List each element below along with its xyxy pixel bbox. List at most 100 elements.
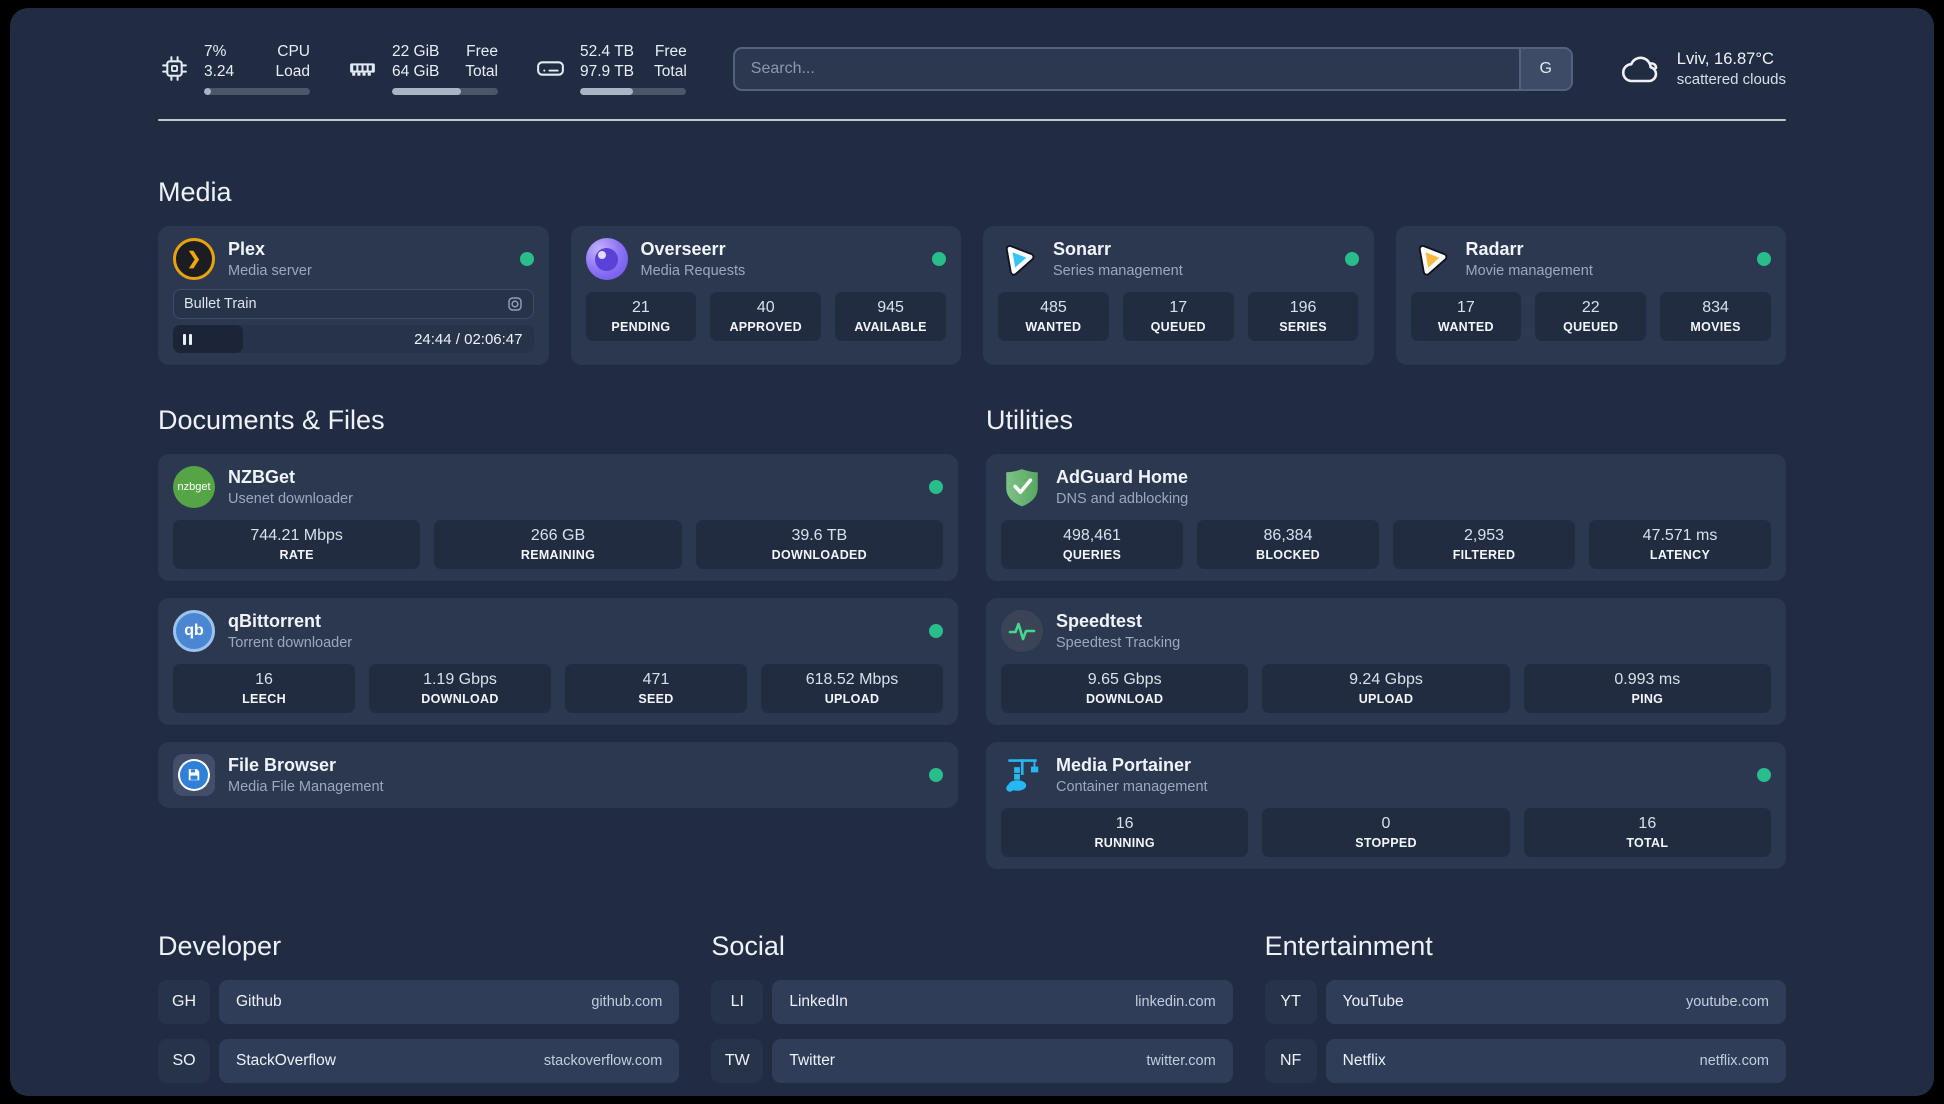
pause-icon[interactable] (183, 333, 192, 345)
section-title-documents: Documents & Files (158, 405, 385, 436)
stat-box: 618.52 Mbps UPLOAD (761, 664, 943, 714)
app-subtitle: Speedtest Tracking (1056, 635, 1181, 652)
bookmark-tag: LI (711, 980, 764, 1025)
section-utilities: Utilities AdGuard Home (986, 405, 1786, 870)
app-card-qbittorrent[interactable]: qb qBittorrent Torrent downloader 16 LEEC… (158, 598, 958, 726)
search-box: G (732, 46, 1573, 91)
stat-box: 834 MOVIES (1660, 292, 1771, 342)
app-name: Plex (228, 239, 266, 260)
section-entertainment: Entertainment YT YouTube youtube.com NF N… (1264, 931, 1786, 1096)
cloud-icon (1619, 50, 1663, 88)
stat-box: 16 RUNNING (1001, 808, 1249, 858)
section-title-entertainment: Entertainment (1264, 931, 1433, 962)
disk-stat: 52.4 TB 97.9 TB Free Total (534, 42, 687, 96)
app-card-portainer[interactable]: Media Portainer Container management 16 R… (986, 742, 1786, 870)
stat-box: 471 SEED (565, 664, 747, 714)
app-card-overseerr[interactable]: Overseerr Media Requests 21 PENDING 40 APP… (570, 226, 961, 366)
weather-widget: Lviv, 16.87°C scattered clouds (1619, 50, 1786, 88)
status-indicator (1344, 252, 1359, 267)
section-documents: Documents & Files nzbget NZBGet Usenet d… (158, 405, 958, 869)
dashboard: 7% 3.24 CPU Load (10, 8, 1934, 1096)
app-name: File Browser (228, 755, 337, 776)
bookmark-name: Github (236, 993, 282, 1011)
app-subtitle: Container management (1056, 779, 1208, 796)
section-title-media: Media (158, 177, 232, 208)
cpu-icon (158, 52, 191, 85)
section-media: Media ❯ Plex Media server Bullet Train (158, 177, 1786, 366)
ram-stat: 22 GiB 64 GiB Free Total (346, 42, 498, 96)
sonarr-icon (998, 238, 1040, 280)
search-input[interactable] (734, 59, 1519, 78)
now-playing-widget: Bullet Train 24:44 / 02:06:47 (173, 289, 534, 354)
status-indicator (932, 252, 946, 267)
search-engine-button[interactable]: G (1518, 48, 1571, 89)
app-name: Overseerr (640, 239, 726, 260)
cpu-values: 7% 3.24 (204, 43, 235, 81)
app-subtitle: Media File Management (228, 779, 384, 796)
bookmark-github[interactable]: GH Github github.com (158, 980, 680, 1025)
app-card-speedtest[interactable]: Speedtest Speedtest Tracking 9.65 Gbps DO… (986, 598, 1786, 726)
stat-box: 9.65 Gbps DOWNLOAD (1001, 664, 1249, 714)
bookmark-name: Netflix (1342, 1052, 1386, 1070)
section-title-developer: Developer (158, 931, 282, 962)
playback-time: 24:44 / 02:06:47 (414, 330, 523, 348)
radarr-icon (1411, 238, 1453, 280)
stat-box: 196 SERIES (1247, 292, 1359, 342)
bookmark-tag: NF (1264, 1039, 1317, 1084)
system-stats: 7% 3.24 CPU Load (158, 42, 687, 96)
app-name: qBittorrent (228, 611, 321, 632)
app-name: Media Portainer (1056, 755, 1192, 776)
ram-values: 22 GiB 64 GiB (392, 43, 440, 81)
bookmark-url: linkedin.com (1135, 994, 1216, 1011)
bookmark-youtube[interactable]: YT YouTube youtube.com (1264, 980, 1786, 1025)
weather-condition: scattered clouds (1676, 70, 1786, 88)
bookmark-name: YouTube (1342, 993, 1404, 1011)
stat-box: 266 GB REMAINING (434, 520, 682, 570)
qbittorrent-icon: qb (173, 610, 215, 653)
status-indicator (519, 252, 534, 267)
playback-progress-bar: 24:44 / 02:06:47 (173, 325, 534, 354)
now-playing-title: Bullet Train (184, 296, 257, 313)
app-card-filebrowser[interactable]: File Browser Media File Management (158, 742, 958, 809)
ram-labels: Free Total (465, 43, 498, 81)
stat-box: 16 LEECH (173, 664, 355, 714)
cpu-stat: 7% 3.24 CPU Load (158, 42, 310, 96)
app-card-plex[interactable]: ❯ Plex Media server Bullet Train (158, 226, 549, 366)
app-name: Speedtest (1056, 611, 1143, 632)
bookmark-tag: GH (158, 980, 210, 1025)
bookmark-stackoverflow[interactable]: SO StackOverflow stackoverflow.com (158, 1039, 680, 1084)
bookmark-url: youtube.com (1685, 994, 1769, 1011)
portainer-icon (1001, 754, 1043, 796)
adguard-icon (1001, 466, 1043, 508)
stat-box: 2,953 FILTERED (1393, 520, 1575, 570)
now-playing-target-icon[interactable] (507, 296, 523, 312)
bookmark-name: Twitter (789, 1052, 835, 1070)
app-name: NZBGet (228, 467, 295, 488)
cpu-progress-bar (204, 88, 310, 96)
app-subtitle: Series management (1053, 263, 1183, 280)
app-card-sonarr[interactable]: Sonarr Series management 485 WANTED 17 QUE… (983, 226, 1374, 366)
status-indicator (929, 768, 943, 783)
stat-box: 0 STOPPED (1262, 808, 1510, 858)
section-developer: Developer GH Github github.com SO StackOv… (158, 931, 680, 1096)
bookmark-name: LinkedIn (789, 993, 848, 1011)
stat-box: 47.571 ms LATENCY (1589, 520, 1771, 570)
bookmark-tag: SO (158, 1039, 210, 1084)
bookmark-linkedin[interactable]: LI LinkedIn linkedin.com (711, 980, 1233, 1025)
weather-location: Lviv, 16.87°C (1676, 49, 1774, 68)
bookmark-twitter[interactable]: TW Twitter twitter.com (711, 1039, 1233, 1084)
app-subtitle: Usenet downloader (228, 491, 353, 508)
header-divider (158, 119, 1786, 122)
bookmark-tag: TW (711, 1039, 764, 1084)
stat-box: 21 PENDING (585, 292, 697, 342)
stat-box: 39.6 TB DOWNLOADED (695, 520, 943, 570)
app-card-nzbget[interactable]: nzbget NZBGet Usenet downloader 744.21 M… (158, 454, 958, 582)
status-indicator (929, 480, 943, 495)
stat-box: 485 WANTED (998, 292, 1109, 342)
nzbget-icon: nzbget (173, 466, 215, 509)
app-card-adguard[interactable]: AdGuard Home DNS and adblocking 498,461 Q… (986, 454, 1786, 582)
plex-icon: ❯ (173, 238, 215, 281)
app-card-radarr[interactable]: Radarr Movie management 17 WANTED 22 QUEUE… (1395, 226, 1786, 366)
bookmark-netflix[interactable]: NF Netflix netflix.com (1264, 1039, 1786, 1084)
app-name: AdGuard Home (1056, 467, 1189, 488)
